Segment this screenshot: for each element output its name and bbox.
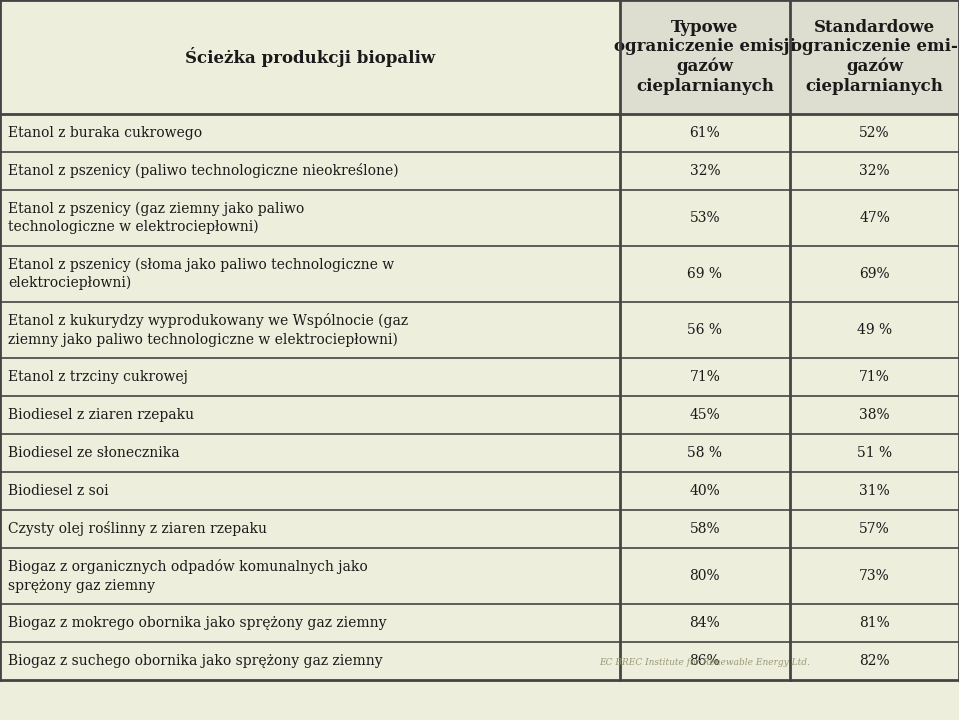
Bar: [0, 604, 959, 642]
Text: 38%: 38%: [859, 408, 890, 422]
Bar: [0, 472, 959, 510]
Bar: [0, 246, 959, 302]
Text: Standardowe
ograniczenie emi-
gazów
cieplarnianych: Standardowe ograniczenie emi- gazów ciep…: [791, 19, 958, 95]
Text: 31%: 31%: [859, 484, 890, 498]
Bar: [0, 152, 959, 190]
Bar: [0, 190, 959, 246]
Text: Etanol z pszenicy (gaz ziemny jako paliwo
technologiczne w elektrociepłowni): Etanol z pszenicy (gaz ziemny jako paliw…: [8, 201, 304, 235]
Text: Biogaz z organicznych odpadów komunalnych jako
sprężony gaz ziemny: Biogaz z organicznych odpadów komunalnyc…: [8, 559, 367, 593]
Text: 47%: 47%: [859, 211, 890, 225]
Text: Biogaz z suchego obornika jako sprężony gaz ziemny: Biogaz z suchego obornika jako sprężony …: [8, 654, 383, 668]
Text: 52%: 52%: [859, 126, 890, 140]
Text: Czysty olej roślinny z ziaren rzepaku: Czysty olej roślinny z ziaren rzepaku: [8, 521, 267, 536]
Bar: [620, 0, 959, 114]
Text: 45%: 45%: [690, 408, 720, 422]
Text: Etanol z buraka cukrowego: Etanol z buraka cukrowego: [8, 126, 202, 140]
Text: Ścieżka produkcji biopaliw: Ścieżka produkcji biopaliw: [185, 47, 434, 67]
Bar: [0, 396, 959, 434]
Bar: [0, 302, 959, 358]
Text: 53%: 53%: [690, 211, 720, 225]
Bar: [0, 548, 959, 604]
Text: 69%: 69%: [859, 267, 890, 281]
Bar: [0, 642, 959, 680]
Text: Biodiesel ze słonecznika: Biodiesel ze słonecznika: [8, 446, 179, 460]
Text: 69 %: 69 %: [688, 267, 722, 281]
Text: Etanol z pszenicy (paliwo technologiczne nieokreślone): Etanol z pszenicy (paliwo technologiczne…: [8, 163, 399, 179]
Bar: [0, 114, 959, 152]
Text: Biodiesel z ziaren rzepaku: Biodiesel z ziaren rzepaku: [8, 408, 194, 422]
Text: Etanol z kukurydzy wyprodukowany we Wspólnocie (gaz
ziemny jako paliwo technolog: Etanol z kukurydzy wyprodukowany we Wspó…: [8, 313, 409, 347]
Text: 32%: 32%: [690, 163, 720, 178]
Text: 56 %: 56 %: [688, 323, 722, 337]
Text: 82%: 82%: [859, 654, 890, 668]
Text: 84%: 84%: [690, 616, 720, 630]
Text: 57%: 57%: [859, 522, 890, 536]
Text: 40%: 40%: [690, 484, 720, 498]
Text: 71%: 71%: [690, 370, 720, 384]
Text: EC BREC Institute for Renewable Energy Ltd.: EC BREC Institute for Renewable Energy L…: [599, 658, 810, 667]
Text: 32%: 32%: [859, 163, 890, 178]
Text: Biogaz z mokrego obornika jako sprężony gaz ziemny: Biogaz z mokrego obornika jako sprężony …: [8, 616, 386, 630]
Text: Typowe
ograniczenie emisji
gazów
cieplarnianych: Typowe ograniczenie emisji gazów cieplar…: [614, 19, 796, 95]
Text: 61%: 61%: [690, 126, 720, 140]
Bar: [0, 434, 959, 472]
Text: 73%: 73%: [859, 569, 890, 583]
Bar: [0, 510, 959, 548]
Text: 58%: 58%: [690, 522, 720, 536]
Text: 86%: 86%: [690, 654, 720, 668]
Text: Etanol z pszenicy (słoma jako paliwo technologiczne w
elektrociepłowni): Etanol z pszenicy (słoma jako paliwo tec…: [8, 257, 394, 290]
Text: 49 %: 49 %: [857, 323, 892, 337]
Text: 80%: 80%: [690, 569, 720, 583]
Text: Etanol z trzciny cukrowej: Etanol z trzciny cukrowej: [8, 370, 188, 384]
Text: 51 %: 51 %: [857, 446, 892, 460]
Text: Biodiesel z soi: Biodiesel z soi: [8, 484, 108, 498]
Bar: [0, 358, 959, 396]
Text: 58 %: 58 %: [688, 446, 722, 460]
Text: 71%: 71%: [859, 370, 890, 384]
Text: 81%: 81%: [859, 616, 890, 630]
